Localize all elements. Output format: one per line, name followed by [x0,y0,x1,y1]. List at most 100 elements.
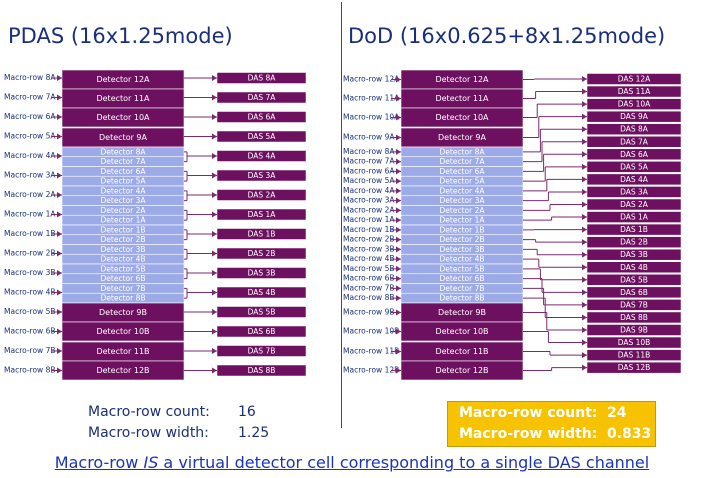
macro-row-label: Macro-row 8B [343,293,395,302]
das-channel-label: DAS 11A [618,87,651,96]
detector-label: Detector 3A [440,196,486,205]
macro-row-arrowhead [57,114,62,120]
macro-row-arrowhead [396,256,401,263]
macro-row-label: Macro-row 7B [4,346,56,355]
das-channel-label: DAS 4B [620,263,648,272]
macro-row-arrowhead [57,172,62,179]
das-channel-label: DAS 1A [248,210,277,219]
das-channel-label: DAS 5A [248,132,277,141]
macro-row-arrowhead [396,168,401,175]
footer-part1: Macro-row [54,453,144,472]
detector-label: Detector 6A [440,167,486,176]
macro-row-label: Macro-row 6B [4,327,56,336]
macro-row-label: Macro-row 5A [4,132,56,141]
macro-row-label: Macro-row 2B [4,249,56,258]
das-channel-label: DAS 4B [248,288,276,297]
detector-label: Detector 9A [438,133,486,142]
detector-label: Detector 11A [96,94,150,103]
macro-row-arrowhead [396,265,401,272]
das-channel-label: DAS 1B [248,230,276,239]
detector-label: Detector 11A [435,94,489,103]
macro-row-label: Macro-row 3A [4,171,56,180]
macro-row-arrowhead [396,275,401,282]
detector-label: Detector 5B [440,264,485,273]
detector-label: Detector 10B [96,327,149,336]
das-channel-label: DAS 8A [620,125,649,134]
connector-arrowhead [212,289,217,296]
connector-arrowhead [212,114,217,120]
das-channel-label: DAS 7A [620,137,649,146]
macro-row-label: Macro-row 10B [343,327,399,336]
das-channel-label: DAS 6A [620,150,649,159]
detector-label: Detector 3A [101,196,147,205]
macro-row-label: Macro-row 6A [4,112,56,121]
detector-label: Detector 11B [435,347,488,356]
das-channel-label: DAS 8B [248,366,276,375]
detector-label: Detector 10A [96,113,150,122]
detector-label: Detector 1B [440,225,485,234]
connector-arrowhead [582,364,587,371]
connector-arrowhead [582,163,587,170]
macro-row-arrowhead [396,246,401,253]
detector-label: Detector 9A [99,133,147,142]
macro-row-label: Macro-row 4B [4,288,56,297]
connector-arrowhead [212,328,217,335]
detector-label: Detector 8A [440,147,486,156]
macro-row-label: Macro-row 5B [4,307,56,316]
right-width-value: 0.833 [607,426,652,442]
macro-row-label: Macro-row 3A [343,196,395,205]
macro-row-label: Macro-row 1A [343,215,395,224]
macro-row-arrowhead [396,236,401,243]
macro-row-label: Macro-row 2A [343,205,395,214]
detector-label: Detector 4B [101,255,146,264]
right-count-label: Macro-row count: [459,405,598,421]
detector-label: Detector 2A [440,206,486,215]
detector-label: Detector 8B [440,294,485,303]
das-channel-label: DAS 3B [620,250,648,259]
detector-label: Detector 5B [101,264,146,273]
left-count-label: Macro-row count: [88,404,210,420]
connector-arrowhead [582,126,587,133]
connector-arrowhead [582,76,587,82]
das-channel-label: DAS 6A [248,113,277,122]
connector-arrowhead [212,309,217,315]
macro-row-arrowhead [57,270,62,276]
detector-label: Detector 10A [435,113,489,122]
das-channel-label: DAS 1B [620,225,648,234]
macro-row-label: Macro-row 8A [4,73,56,82]
das-channel-label: DAS 7B [248,347,276,356]
connector-arrowhead [582,226,587,233]
macro-row-arrowhead [396,76,401,83]
macro-row-arrowhead [396,295,401,302]
connector-arrowhead [582,251,587,258]
das-channel-label: DAS 8A [248,74,277,83]
macro-row-arrowhead [57,348,62,354]
das-channel-label: DAS 5B [248,308,276,317]
macro-row-arrowhead [57,250,62,257]
detector-label: Detector 4A [440,186,486,195]
connector-arrowhead [582,289,587,296]
das-channel-label: DAS 2A [248,191,277,200]
das-channel-label: DAS 11B [618,351,651,360]
detector-label: Detector 10B [435,327,488,336]
macro-row-label: Macro-row 7A [4,93,56,102]
right-stats: Macro-row count: 24 Macro-row width: 0.8… [459,405,652,445]
macro-row-arrowhead [396,226,401,233]
connector-arrowhead [582,264,587,271]
das-channel-label: DAS 4A [620,175,649,184]
macro-row-arrowhead [396,178,401,185]
detector-label: Detector 7B [440,284,485,293]
left-width-label: Macro-row width: [88,425,209,441]
macro-row-arrowhead [57,192,62,198]
connector-arrowhead [582,327,587,333]
footer-emphasis: IS [143,453,159,472]
macro-row-arrowhead [57,328,62,335]
macro-row-label: Macro-row 1A [4,210,56,219]
detector-label: Detector 7B [101,284,146,293]
macro-row-label: Macro-row 2A [4,190,56,199]
das-channel-label: DAS 7B [620,300,648,309]
detector-label: Detector 6A [101,167,147,176]
connector-arrowhead [212,192,217,198]
left-width-value: 1.25 [238,425,270,441]
macro-row-label: Macro-row 4B [343,254,395,263]
